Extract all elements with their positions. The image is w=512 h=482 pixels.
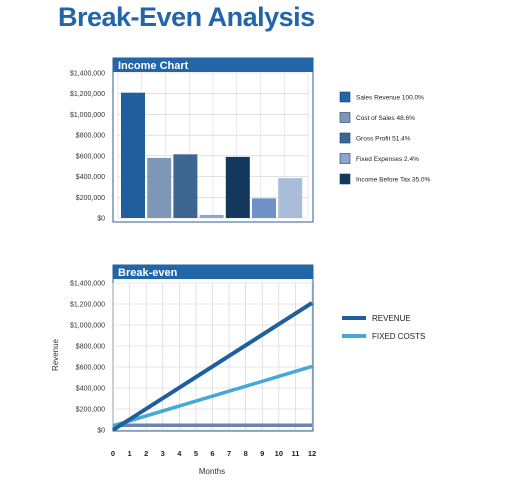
break-even-x-tick-label: 1 (127, 449, 131, 458)
break-even-x-axis-title: Months (199, 467, 225, 476)
income-y-tick-label: $1,400,000 (70, 71, 105, 78)
break-even-lines (111, 301, 314, 432)
break-even-y-tick-label: $1,200,000 (70, 302, 105, 309)
income-legend-label: Sales Revenue 100.0% (356, 95, 424, 102)
break-even-legend-label: FIXED COSTS (372, 332, 425, 341)
break-even-chart-frame (112, 264, 314, 432)
break-even-legend-label: REVENUE (372, 314, 411, 323)
income-legend-swatch (339, 173, 351, 185)
break-even-x-tick-label: 11 (291, 449, 299, 458)
income-y-tick-label: $400,000 (76, 174, 105, 181)
break-even-series-line (111, 301, 314, 432)
income-chart-header (113, 58, 313, 72)
break-even-x-tick-label: 0 (111, 449, 115, 458)
income-y-ticks: $1,400,000 $1,200,000 $1,000,000 $800,000 $6… (70, 71, 105, 223)
income-legend-label: Fixed Expenses 2.4% (356, 156, 419, 163)
break-even-y-tick-label: $600,000 (76, 365, 105, 372)
income-chart: Income Chart $1,400,000 $1,200,000 $1,000,… (70, 57, 431, 223)
income-y-tick-label: $0 (97, 216, 105, 223)
break-even-y-tick-label: $1,400,000 (70, 281, 105, 288)
break-even-x-tick-label: 5 (194, 449, 198, 458)
break-even-x-tick-label: 7 (227, 449, 231, 458)
income-y-tick-label: $800,000 (76, 133, 105, 140)
income-y-tick-label: $1,200,000 (70, 91, 105, 98)
break-even-y-tick-label: $400,000 (76, 386, 105, 393)
break-even-y-tick-label: $800,000 (76, 344, 105, 351)
income-legend-swatch (339, 91, 351, 103)
break-even-x-tick-label: 12 (308, 449, 316, 458)
break-even-chart-title: Break-even (118, 267, 178, 279)
break-even-y-axis-title: Revenue (51, 338, 60, 371)
break-even-x-ticks: 0 1 2 3 4 5 6 7 8 9 10 11 12 (111, 449, 316, 458)
income-legend-swatch (339, 132, 351, 144)
income-bar (147, 157, 172, 218)
income-bars (121, 92, 303, 218)
break-even-series-line (112, 364, 313, 428)
income-legend-swatch (339, 112, 351, 123)
income-legend-label: Income Before Tax 35.0% (356, 177, 431, 184)
income-bar (252, 198, 276, 218)
break-even-y-tick-label: $200,000 (76, 407, 105, 414)
break-even-x-tick-label: 3 (161, 449, 165, 458)
break-even-y-tick-label: $1,000,000 (70, 323, 105, 330)
income-y-tick-label: $1,000,000 (70, 112, 105, 119)
income-legend: Sales Revenue 100.0% Cost of Sales 48.6% G… (339, 91, 431, 185)
income-legend-label: Cost of Sales 48.6% (356, 115, 415, 122)
break-even-x-tick-label: 10 (275, 449, 283, 458)
break-even-y-tick-label: $0 (97, 428, 105, 435)
income-bar (278, 178, 303, 218)
income-bar (173, 154, 198, 218)
break-even-x-tick-label: 8 (244, 449, 248, 458)
break-even-x-tick-label: 6 (210, 449, 214, 458)
income-chart-title: Income Chart (118, 60, 189, 72)
income-bar (121, 92, 145, 218)
income-y-tick-label: $200,000 (76, 195, 105, 202)
break-even-chart-header (113, 265, 313, 279)
income-y-tick-label: $600,000 (76, 153, 105, 160)
break-even-y-ticks: $1,400,000 $1,200,000 $1,000,000 $800,000 $6… (70, 281, 105, 435)
break-even-x-tick-label: 9 (260, 449, 264, 458)
break-even-legend: REVENUE FIXED COSTS (342, 314, 425, 341)
break-even-x-tick-label: 4 (177, 449, 182, 458)
income-bar (225, 156, 250, 218)
income-legend-swatch (339, 153, 351, 164)
page-title: Break-Even Analysis (58, 2, 315, 32)
income-bar (199, 214, 224, 218)
break-even-x-tick-label: 2 (144, 449, 148, 458)
break-even-chart: Break-even $1,400,000 $1,200,000 $1,000,00… (51, 264, 425, 476)
income-legend-label: Gross Profit 51.4% (356, 136, 411, 143)
